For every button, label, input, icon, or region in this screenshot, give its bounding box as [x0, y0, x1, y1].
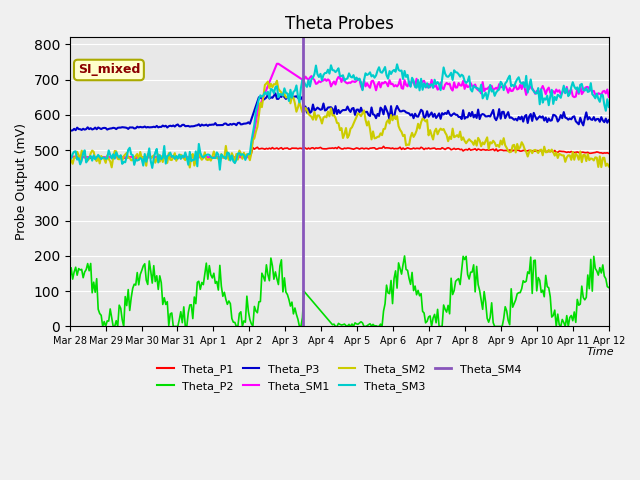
Theta_P1 — [246, 154, 253, 160]
Theta_SM3 — [216, 167, 223, 172]
Theta_P2 — [401, 253, 408, 259]
Theta_P3 — [67, 128, 75, 133]
Theta_SM3 — [303, 84, 311, 90]
Theta_P1 — [303, 146, 311, 152]
Line: Theta_SM2: Theta_SM2 — [70, 81, 609, 168]
Theta_SM2 — [273, 78, 281, 84]
Theta_SM2 — [66, 155, 74, 161]
Theta_P2 — [66, 277, 74, 283]
Theta_P2 — [99, 324, 106, 329]
Theta_P2 — [255, 299, 263, 305]
Theta_SM3 — [132, 156, 140, 162]
Theta_P1 — [255, 146, 263, 152]
Y-axis label: Probe Output (mV): Probe Output (mV) — [15, 123, 28, 240]
Theta_SM1 — [244, 155, 252, 160]
Theta_SM2 — [305, 111, 312, 117]
Title: Theta Probes: Theta Probes — [285, 15, 394, 33]
Theta_P2 — [303, 292, 311, 298]
Theta_P2 — [228, 316, 236, 322]
Theta_P1 — [132, 155, 140, 161]
Theta_P3 — [255, 95, 263, 100]
Theta_P3 — [605, 117, 612, 123]
Text: SI_mixed: SI_mixed — [77, 63, 140, 76]
Theta_SM2 — [246, 157, 253, 163]
Line: Theta_P2: Theta_P2 — [70, 256, 609, 326]
Theta_P2 — [605, 285, 612, 290]
Theta_SM3 — [393, 61, 401, 67]
Theta_SM1 — [605, 94, 612, 100]
Text: Time: Time — [587, 348, 614, 358]
Theta_P3 — [228, 122, 236, 128]
Theta_P2 — [578, 283, 586, 289]
Theta_SM1 — [227, 155, 234, 160]
Theta_SM3 — [66, 155, 74, 161]
Theta_SM1 — [132, 155, 140, 160]
Line: Theta_P1: Theta_P1 — [70, 146, 609, 158]
Line: Theta_P3: Theta_P3 — [70, 94, 609, 131]
Theta_SM4 — [300, 324, 307, 329]
Theta_P3 — [66, 128, 74, 133]
Theta_P1 — [177, 156, 184, 161]
Line: Theta_SM3: Theta_SM3 — [70, 64, 609, 169]
Theta_P3 — [305, 105, 312, 111]
Theta_SM2 — [132, 153, 140, 159]
Theta_P1 — [605, 151, 612, 156]
Theta_SM1 — [577, 83, 584, 88]
Theta_P1 — [228, 154, 236, 160]
Theta_SM3 — [255, 96, 263, 102]
Theta_SM2 — [186, 165, 194, 170]
Theta_P1 — [380, 144, 387, 149]
Theta_SM2 — [578, 159, 586, 165]
Theta_P3 — [246, 121, 253, 127]
Theta_SM3 — [228, 153, 236, 158]
Theta_P2 — [133, 270, 141, 276]
Theta_SM1 — [303, 75, 311, 81]
Theta_SM2 — [255, 112, 263, 118]
Theta_P2 — [246, 317, 253, 323]
Theta_SM2 — [228, 150, 236, 156]
Theta_SM1 — [253, 110, 261, 116]
Theta_P1 — [66, 154, 74, 160]
Theta_P1 — [578, 149, 586, 155]
Theta_P3 — [133, 124, 141, 130]
Theta_P3 — [271, 91, 279, 96]
Theta_P3 — [578, 120, 586, 125]
Theta_SM3 — [246, 151, 253, 157]
Theta_SM1 — [66, 155, 74, 160]
Legend: Theta_P1, Theta_P2, Theta_P3, Theta_SM1, Theta_SM2, Theta_SM3, Theta_SM4: Theta_P1, Theta_P2, Theta_P3, Theta_SM1,… — [152, 360, 526, 396]
Theta_SM2 — [605, 164, 612, 169]
Theta_SM1 — [273, 61, 281, 67]
Line: Theta_SM1: Theta_SM1 — [70, 64, 609, 157]
Theta_SM3 — [578, 81, 586, 87]
Theta_SM4 — [300, 323, 307, 329]
Theta_SM3 — [605, 104, 612, 110]
